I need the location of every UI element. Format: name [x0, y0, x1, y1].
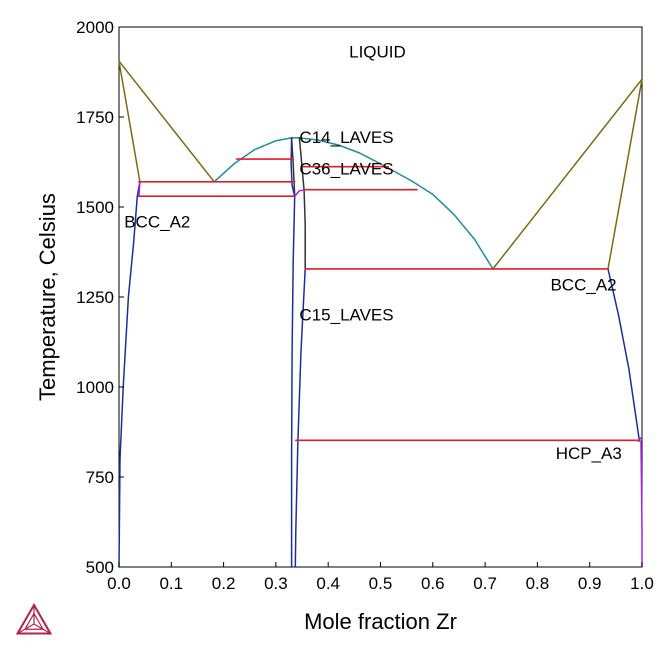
- x-tick-label: 0.8: [526, 574, 550, 593]
- phase-label: LIQUID: [349, 43, 406, 62]
- phase-boundary-line-4: [213, 137, 494, 270]
- phase-boundary-line-5: [290, 137, 296, 197]
- x-tick-label: 0.2: [212, 574, 236, 593]
- phase-label: C15_LAVES: [299, 305, 393, 324]
- phase-boundary-line-11: [290, 137, 296, 197]
- y-tick-label: 1250: [76, 288, 114, 307]
- phase-label: C36_LAVES: [299, 160, 393, 179]
- phase-label: C14_LAVES: [299, 128, 393, 147]
- y-axis-ticks: 500 750 1000 1250 1500 1750 2000: [76, 18, 124, 577]
- y-tick-label: 750: [86, 468, 114, 487]
- x-tick-label: 0.9: [578, 574, 602, 593]
- y-tick-label: 500: [86, 558, 114, 577]
- plot-frame: [118, 26, 643, 568]
- phase-label: BCC_A2: [124, 213, 190, 232]
- y-axis-title: Temperature, Celsius: [35, 193, 60, 401]
- phase-boundary-line-1: [118, 60, 215, 183]
- x-tick-label: 0.0: [107, 574, 131, 593]
- x-tick-label: 0.7: [473, 574, 497, 593]
- phase-boundary-line-10: [607, 268, 641, 442]
- y-tick-label: 2000: [76, 18, 114, 37]
- x-tick-label: 0.4: [316, 574, 340, 593]
- phase-boundary-line-2: [607, 78, 643, 270]
- x-axis-ticks: 0.0 0.1 0.2 0.3 0.4 0.5 0.6 0.7 0.8 0.9 1.0: [107, 562, 654, 593]
- x-tick-label: 0.1: [159, 574, 183, 593]
- x-tick-label: 0.3: [264, 574, 288, 593]
- phase-boundary-line-0: [118, 60, 141, 183]
- phase-boundary-line-8: [290, 195, 296, 568]
- phase-boundary-line-12: [640, 440, 643, 568]
- logo-spoke: [33, 623, 51, 635]
- x-tick-label: 1.0: [630, 574, 654, 593]
- phase-boundary-line-3: [492, 78, 643, 270]
- logo-outer-triangle: [15, 603, 53, 635]
- y-tick-label: 1000: [76, 378, 114, 397]
- phase-boundary-line-6: [298, 137, 306, 270]
- thermo-calc-logo: [15, 603, 53, 635]
- y-tick-label: 1500: [76, 198, 114, 217]
- phase-labels: LIQUID C14_LAVES C36_LAVES BCC_A2 BCC_A2 C15_…: [124, 43, 622, 463]
- series-layer: [118, 60, 643, 568]
- phase-boundary-line-7: [118, 181, 141, 568]
- phase-label: BCC_A2: [550, 276, 616, 295]
- logo-spoke: [17, 623, 35, 635]
- x-tick-label: 0.5: [369, 574, 393, 593]
- phase-boundary-line-14: [138, 181, 141, 197]
- phase-boundary-line-15: [293, 188, 306, 197]
- x-tick-label: 0.6: [421, 574, 445, 593]
- phase-label: HCP_A3: [556, 444, 622, 463]
- y-tick-label: 1750: [76, 108, 114, 127]
- logo-inner-triangle: [23, 612, 45, 630]
- x-axis-title: Mole fraction Zr: [304, 609, 457, 634]
